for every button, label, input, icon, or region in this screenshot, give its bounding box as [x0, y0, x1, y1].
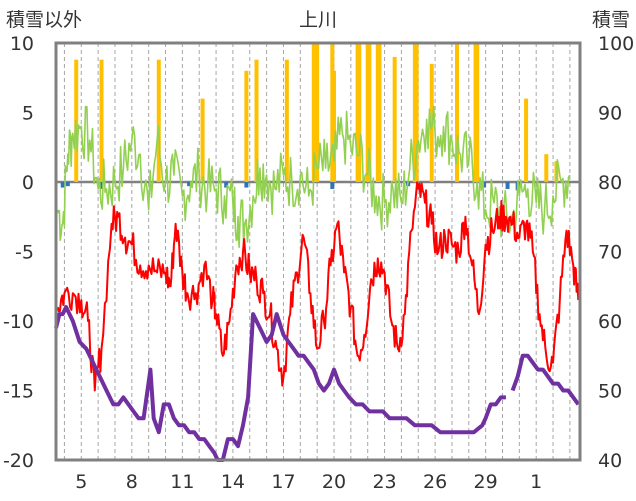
- precip-bar: [392, 56, 397, 182]
- precip-bar: [505, 182, 510, 189]
- precip-bar: [330, 182, 335, 189]
- y-right-tick-label: 90: [598, 103, 622, 125]
- precip-bar: [544, 154, 549, 182]
- y-left-tick-label: -5: [15, 242, 34, 264]
- precip-bar: [315, 43, 320, 182]
- precip-bar: [156, 59, 161, 182]
- precip-bar: [200, 98, 205, 182]
- line-layer: [54, 105, 580, 462]
- y-left-tick-label: -10: [3, 311, 34, 333]
- x-tick-label: 1: [530, 471, 542, 493]
- precip-bar: [187, 182, 192, 187]
- x-tick-label: 11: [170, 471, 194, 493]
- precip-bar: [65, 182, 70, 187]
- y-right-tick-label: 60: [598, 311, 622, 333]
- y-left-tick-label: 10: [10, 33, 34, 55]
- precip-bar: [357, 43, 362, 182]
- x-tick-label: 17: [271, 471, 295, 493]
- precip-bar: [244, 70, 249, 182]
- x-tick-label: 29: [474, 471, 498, 493]
- x-tick-label: 20: [322, 471, 346, 493]
- right-axis-label: 積雪: [592, 9, 630, 31]
- precip-bar: [455, 43, 460, 182]
- precip-bar: [332, 70, 337, 182]
- precip-bar: [244, 182, 249, 188]
- y-right-tick-label: 80: [598, 172, 622, 194]
- precip-bar: [524, 98, 529, 182]
- x-tick-label: 8: [126, 471, 138, 493]
- y-right-tick-label: 100: [598, 33, 634, 55]
- precip-bar: [367, 43, 372, 182]
- precip-bar: [254, 59, 259, 182]
- precip-bar: [99, 59, 104, 182]
- y-left-tick-label: 5: [22, 103, 34, 125]
- x-tick-label: 5: [75, 471, 87, 493]
- series-line: [510, 353, 580, 406]
- y-left-tick-label: 0: [22, 172, 34, 194]
- precip-bar: [377, 43, 382, 182]
- precip-bar: [284, 59, 289, 182]
- x-tick-label: 26: [423, 471, 447, 493]
- precip-bar: [60, 182, 65, 188]
- precip-bar: [475, 43, 480, 182]
- series-line: [56, 181, 580, 392]
- y-right-tick-label: 50: [598, 381, 622, 403]
- y-left-tick-label: -15: [3, 381, 34, 403]
- series-line: [56, 105, 571, 248]
- chart-title: 上川: [299, 9, 337, 31]
- precip-bar: [224, 182, 229, 188]
- left-axis-label: 積雪以外: [6, 9, 82, 31]
- x-tick-label: 23: [372, 471, 396, 493]
- series-line: [54, 305, 506, 462]
- x-tick-label: 14: [221, 471, 245, 493]
- precip-bar: [99, 182, 104, 189]
- y-left-tick-label: -20: [3, 450, 34, 472]
- y-right-tick-label: 70: [598, 242, 622, 264]
- precip-bar: [414, 43, 419, 182]
- y-right-tick-label: 40: [598, 450, 622, 472]
- plot-frame: [54, 41, 582, 462]
